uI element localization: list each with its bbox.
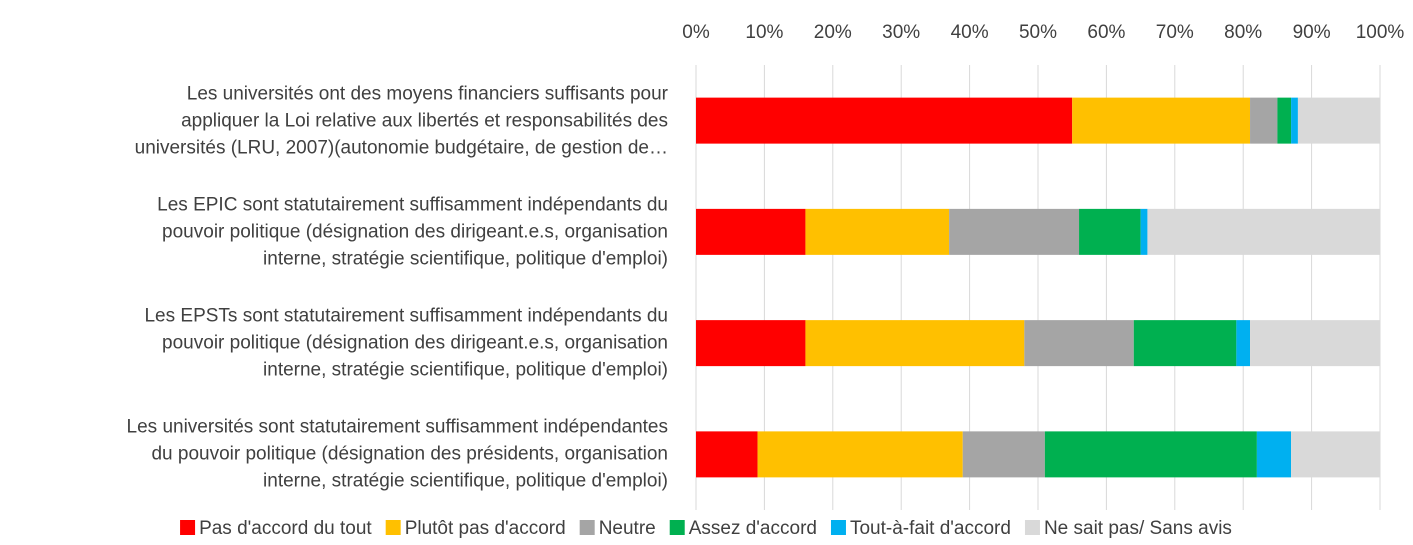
x-tick-label: 70%: [1156, 22, 1194, 43]
legend-swatch: [830, 520, 846, 535]
x-tick-label: 80%: [1224, 22, 1262, 43]
bar-segment: [962, 431, 1045, 478]
legend-label: Tout-à-fait d'accord: [850, 518, 1011, 539]
legend-label: Neutre: [599, 518, 656, 539]
bar-segment: [696, 431, 758, 478]
category-label: Les EPSTs sont statutairement suffisamme…: [144, 305, 668, 381]
bar-segment: [696, 97, 1073, 144]
bar-segment: [1250, 320, 1380, 367]
category-label: Les universités ont des moyens financier…: [134, 83, 668, 159]
bar-segment: [1297, 97, 1380, 144]
bar-segment: [1291, 431, 1380, 478]
legend-label: Ne sait pas/ Sans avis: [1044, 518, 1232, 539]
x-tick-label: 10%: [745, 22, 783, 43]
bar-segment: [1133, 320, 1237, 367]
bar-segment: [1147, 208, 1380, 255]
legend-swatch: [669, 520, 685, 535]
legend-swatch: [180, 520, 196, 535]
x-tick-label: 50%: [1019, 22, 1057, 43]
x-tick-label: 0%: [682, 22, 710, 43]
legend-swatch: [1024, 520, 1040, 535]
bar-segment: [1256, 431, 1292, 478]
x-tick-label: 30%: [882, 22, 920, 43]
category-label: Les universités sont statutairement suff…: [126, 416, 668, 492]
x-tick-label: 100%: [1356, 22, 1405, 43]
x-tick-label: 20%: [814, 22, 852, 43]
x-tick-label: 90%: [1293, 22, 1331, 43]
legend-label: Pas d'accord du tout: [199, 518, 372, 539]
legend-label: Plutôt pas d'accord: [405, 518, 566, 539]
category-label: Les EPIC sont statutairement suffisammen…: [157, 194, 668, 270]
bar-segment: [757, 431, 963, 478]
bar-segment: [1277, 97, 1292, 144]
bar-segment: [1291, 97, 1298, 144]
legend-label: Assez d'accord: [689, 518, 817, 539]
bar-segment: [1044, 431, 1257, 478]
bar-segment: [949, 208, 1080, 255]
bar-segment: [1079, 208, 1141, 255]
bar-segment: [1250, 97, 1278, 144]
bar-segment: [1236, 320, 1251, 367]
bar-segment: [1140, 208, 1148, 255]
bar-segment: [1024, 320, 1134, 367]
x-tick-label: 40%: [951, 22, 989, 43]
legend-swatch: [385, 520, 401, 535]
bar-segment: [696, 320, 806, 367]
bar-segment: [1072, 97, 1251, 144]
bar-segment: [805, 320, 1025, 367]
bar-segment: [805, 208, 950, 255]
x-tick-label: 60%: [1087, 22, 1125, 43]
legend-swatch: [579, 520, 595, 535]
bar-segment: [696, 208, 806, 255]
